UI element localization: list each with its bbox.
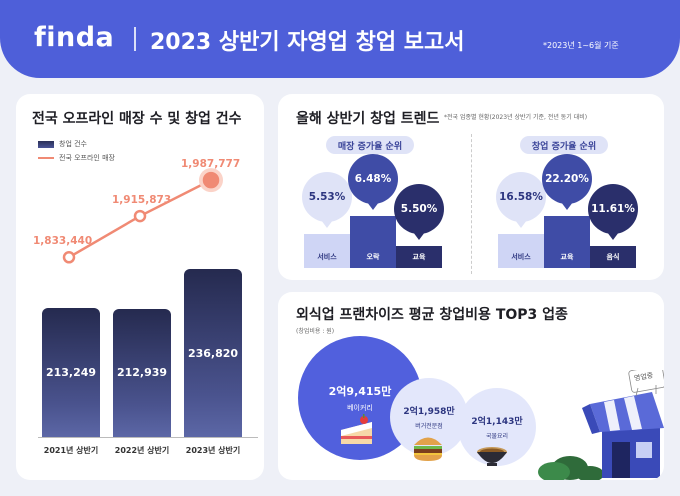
legend-bar-swatch xyxy=(38,140,54,148)
startup-growth-heading: 창업 증가율 순위 xyxy=(520,136,608,154)
store-count-label: 1,833,440 xyxy=(33,235,93,248)
chart-baseline xyxy=(38,437,258,438)
bakery-cost-amount: 2억9,415만 xyxy=(328,385,392,398)
growth-rate-bubble: 5.50% xyxy=(394,184,444,240)
trend-title: 올해 상반기 창업 트렌드 xyxy=(296,111,440,127)
legend-line-swatch xyxy=(38,157,54,159)
chart-title: 전국 오프라인 매장 수 및 창업 건수 xyxy=(32,111,242,127)
trend-note: *전국 업종별 현황(2023년 상반기 기준, 전년 동기 대비) xyxy=(444,114,588,121)
rank-podium: 서비스 xyxy=(498,234,544,268)
shop-illustration xyxy=(538,370,664,480)
growth-rate-bubble: 22.20% xyxy=(542,154,592,210)
growth-rate-bubble: 16.58% xyxy=(496,172,546,228)
startup-count-bar: 213,249 xyxy=(42,308,100,437)
growth-rate-bubble: 6.48% xyxy=(348,154,398,210)
growth-rate-bubble: 11.61% xyxy=(588,184,638,240)
franchise-cost-card: 외식업 프랜차이즈 평균 창업비용 TOP3 업종 (창업비용 : 원) 2억9… xyxy=(278,292,664,480)
store-count-point xyxy=(202,171,220,189)
soup-cost-amount: 2억1,143만 xyxy=(471,417,523,427)
legend-line-label: 전국 오프라인 매장 xyxy=(59,154,115,162)
store-count-line-chart xyxy=(62,168,223,264)
rank-podium: 서비스 xyxy=(304,234,350,268)
burger-cost-amount: 2억1,958만 xyxy=(403,407,455,417)
rank-podium: 음식 xyxy=(590,246,636,268)
store-startup-chart-card: 전국 오프라인 매장 수 및 창업 건수 창업 건수 전국 오프라인 매장 1,… xyxy=(16,94,264,480)
legend-line: 전국 오프라인 매장 xyxy=(38,153,115,163)
store-count-point xyxy=(62,251,76,264)
burger-category: 버거전문점 xyxy=(415,423,443,430)
store-count-label: 1,987,777 xyxy=(181,158,241,171)
franchise-title: 외식업 프랜차이즈 평균 창업비용 TOP3 업종 xyxy=(296,307,568,323)
legend-bar-label: 창업 건수 xyxy=(59,140,87,148)
x-axis-label: 2022년 상반기 xyxy=(114,446,170,455)
burger-icon xyxy=(414,437,442,461)
header-divider xyxy=(134,27,136,51)
basis-note: *2023년 1~6월 기준 xyxy=(543,41,619,50)
x-axis-label: 2023년 상반기 xyxy=(185,446,241,455)
section-divider xyxy=(471,134,472,274)
finda-logo: finda xyxy=(34,22,115,53)
growth-rate-bubble: 5.53% xyxy=(302,172,352,228)
header-banner: finda 2023 상반기 자영업 창업 보고서 *2023년 1~6월 기준 xyxy=(0,0,680,78)
soup-cost-circle: 2억1,143만 국물요리 xyxy=(458,388,536,466)
legend-bar: 창업 건수 xyxy=(38,139,87,149)
trend-card: 올해 상반기 창업 트렌드 *전국 업종별 현황(2023년 상반기 기준, 전… xyxy=(278,94,664,280)
cake-icon xyxy=(341,414,372,444)
store-growth-heading: 매장 증가율 순위 xyxy=(326,136,414,154)
soup-category: 국물요리 xyxy=(485,433,509,440)
startup-count-bar: 236,820 xyxy=(184,269,242,437)
store-count-point xyxy=(133,209,147,223)
rank-podium: 오락 xyxy=(350,216,396,268)
x-axis-label: 2021년 상반기 xyxy=(43,446,99,455)
soup-bowl-icon xyxy=(477,447,507,466)
rank-podium: 교육 xyxy=(544,216,590,268)
bakery-category: 베이커리 xyxy=(347,404,373,412)
startup-count-bar: 212,939 xyxy=(113,308,171,437)
unit-note: (창업비용 : 원) xyxy=(296,328,335,335)
page-title: 2023 상반기 자영업 창업 보고서 xyxy=(150,30,465,55)
store-count-label: 1,915,873 xyxy=(112,194,172,207)
rank-podium: 교육 xyxy=(396,246,442,268)
